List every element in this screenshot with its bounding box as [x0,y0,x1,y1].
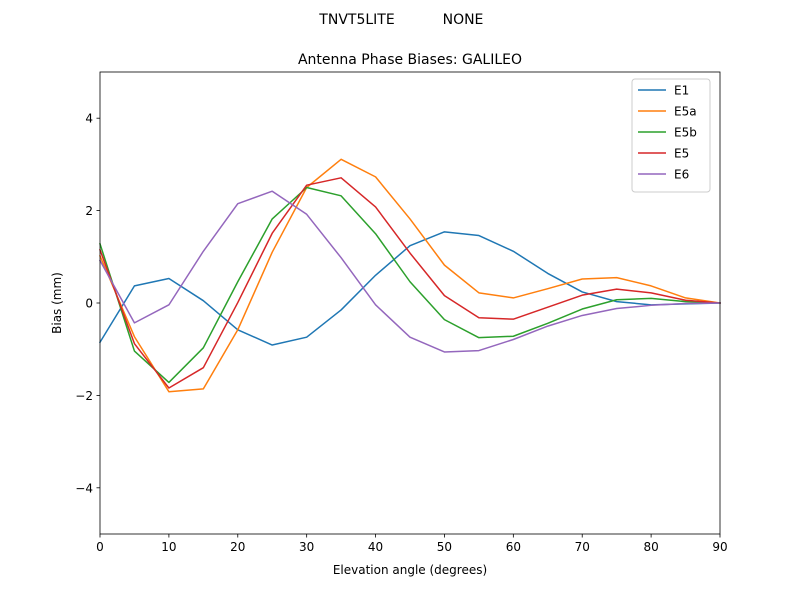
x-tick-label: 70 [575,540,590,554]
legend-label-e1: E1 [674,84,689,98]
plot-area: 0 10 20 30 40 50 60 70 80 90 −4 −2 0 2 4 E1 E5a E5b E5 E6 [75,71,728,554]
x-tick-label: 20 [230,540,245,554]
legend-label-e5b: E5b [674,126,697,140]
y-tick-label: 0 [85,297,93,311]
y-tick-label: −2 [75,389,93,403]
series-line-e5b [99,186,721,384]
legend-box [631,78,711,193]
x-tick-label: 30 [299,540,314,554]
x-axis-label: Elevation angle (degrees) [333,563,487,577]
series-line-e5a [99,158,721,393]
y-tick-label: 4 [85,112,93,126]
series-line-e1 [98,231,721,346]
legend-label-e5: E5 [674,147,689,161]
x-tick-label: 60 [506,540,521,554]
chart-title: Antenna Phase Biases: GALILEO [298,52,522,68]
x-tick-label: 80 [643,540,658,554]
legend-label-e6: E6 [674,168,689,182]
legend-label-e5a: E5a [674,105,697,119]
suptitle-right: NONE [443,12,484,28]
y-tick-label: −4 [75,481,93,495]
x-tick-label: 40 [368,540,383,554]
y-axis-label: Bias (mm) [50,272,64,334]
x-tick-label: 0 [96,540,104,554]
y-tick-label: 2 [85,204,93,218]
series-line-e5 [99,177,721,389]
series-line-e6 [98,190,721,353]
x-tick-label: 90 [712,540,727,554]
suptitle-left: TNVT5LITE [318,12,394,28]
x-tick-label: 50 [437,540,452,554]
x-tick-label: 10 [161,540,176,554]
